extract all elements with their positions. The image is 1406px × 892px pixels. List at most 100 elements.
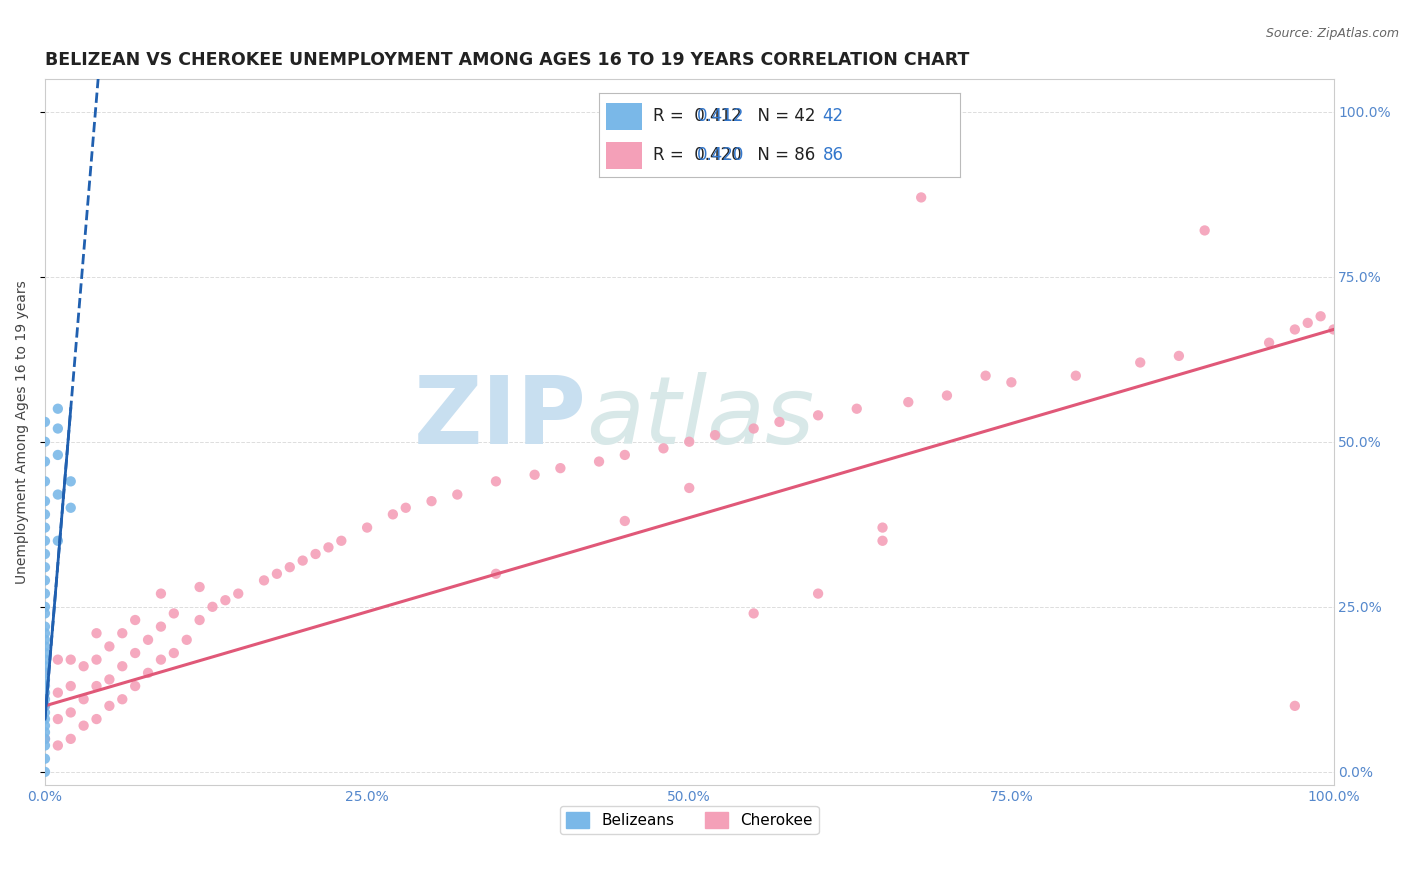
Text: BELIZEAN VS CHEROKEE UNEMPLOYMENT AMONG AGES 16 TO 19 YEARS CORRELATION CHART: BELIZEAN VS CHEROKEE UNEMPLOYMENT AMONG … <box>45 51 969 69</box>
Point <box>34 673 56 687</box>
Point <box>266 566 288 581</box>
Point <box>253 574 276 588</box>
Point <box>1284 322 1306 336</box>
Point <box>34 574 56 588</box>
Point <box>46 686 69 700</box>
Point <box>59 475 82 489</box>
Point <box>46 712 69 726</box>
Point <box>742 607 765 621</box>
Point <box>46 653 69 667</box>
Point <box>704 428 727 442</box>
Point <box>226 586 249 600</box>
Point <box>34 698 56 713</box>
Point <box>34 764 56 779</box>
Point <box>34 712 56 726</box>
Point <box>278 560 301 574</box>
Point <box>59 731 82 746</box>
Point <box>613 514 636 528</box>
Point <box>1296 316 1319 330</box>
Point <box>34 520 56 534</box>
Point <box>111 692 134 706</box>
Point <box>742 421 765 435</box>
Point <box>34 415 56 429</box>
Point <box>678 481 700 495</box>
Point <box>34 686 56 700</box>
Point <box>34 586 56 600</box>
Point <box>188 613 211 627</box>
Point <box>446 487 468 501</box>
Point <box>1284 698 1306 713</box>
Point <box>34 632 56 647</box>
Point <box>124 679 146 693</box>
Point <box>111 659 134 673</box>
Point <box>381 508 404 522</box>
Point <box>34 508 56 522</box>
Point <box>395 500 418 515</box>
Point <box>59 653 82 667</box>
Point <box>318 541 340 555</box>
Point <box>46 487 69 501</box>
Point <box>356 520 378 534</box>
Point <box>124 646 146 660</box>
Point <box>1000 376 1022 390</box>
Point <box>768 415 790 429</box>
Point <box>34 739 56 753</box>
Point <box>46 533 69 548</box>
Point <box>34 494 56 508</box>
Point <box>46 448 69 462</box>
Point <box>485 566 508 581</box>
Point <box>1309 310 1331 324</box>
Point <box>34 665 56 680</box>
Point <box>807 586 830 600</box>
Point <box>34 725 56 739</box>
Point <box>34 752 56 766</box>
Point <box>34 626 56 640</box>
Point <box>872 520 894 534</box>
Point <box>188 580 211 594</box>
Point <box>678 434 700 449</box>
Point <box>845 401 868 416</box>
Point <box>34 719 56 733</box>
Point <box>974 368 997 383</box>
Point <box>214 593 236 607</box>
Point <box>163 607 186 621</box>
Point <box>136 632 159 647</box>
Point <box>330 533 353 548</box>
Point <box>72 692 94 706</box>
Point <box>59 706 82 720</box>
Point <box>149 586 172 600</box>
Point <box>34 731 56 746</box>
Point <box>304 547 326 561</box>
Point <box>72 719 94 733</box>
Point <box>1258 335 1281 350</box>
Point <box>34 533 56 548</box>
Point <box>86 653 108 667</box>
Legend: Belizeans, Cherokee: Belizeans, Cherokee <box>560 805 818 834</box>
Point <box>34 698 56 713</box>
Point <box>34 454 56 468</box>
Point <box>910 190 932 204</box>
Point <box>1064 368 1087 383</box>
Point <box>98 640 121 654</box>
Point <box>98 673 121 687</box>
Point <box>149 653 172 667</box>
Point <box>34 434 56 449</box>
Point <box>86 679 108 693</box>
Point <box>46 401 69 416</box>
Point <box>86 626 108 640</box>
Point <box>34 692 56 706</box>
Y-axis label: Unemployment Among Ages 16 to 19 years: Unemployment Among Ages 16 to 19 years <box>15 280 30 583</box>
Point <box>936 388 959 402</box>
Point <box>72 659 94 673</box>
Point <box>1167 349 1189 363</box>
Point <box>652 442 675 456</box>
Text: ZIP: ZIP <box>413 372 586 464</box>
Point <box>86 712 108 726</box>
Point <box>1129 355 1152 369</box>
Point <box>34 619 56 633</box>
Point <box>59 679 82 693</box>
Point <box>34 475 56 489</box>
Point <box>46 421 69 435</box>
Point <box>34 706 56 720</box>
Point <box>163 646 186 660</box>
